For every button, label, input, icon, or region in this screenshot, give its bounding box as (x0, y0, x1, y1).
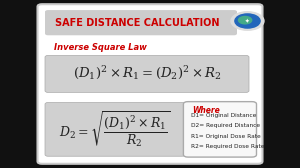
Text: $(D_1)^2 \times R_1 = (D_2)^2 \times R_2$: $(D_1)^2 \times R_1 = (D_2)^2 \times R_2… (73, 65, 221, 82)
Text: ✦: ✦ (245, 18, 250, 24)
Circle shape (238, 16, 252, 24)
FancyBboxPatch shape (38, 4, 262, 164)
Circle shape (231, 12, 264, 30)
FancyBboxPatch shape (45, 102, 185, 156)
FancyBboxPatch shape (45, 10, 237, 35)
Text: Where: Where (192, 106, 220, 115)
Text: R1= Original Dose Rate: R1= Original Dose Rate (191, 134, 261, 139)
Text: SAFE DISTANCE CALCULATION: SAFE DISTANCE CALCULATION (55, 18, 220, 28)
FancyBboxPatch shape (183, 102, 256, 157)
Text: $D_2 = \sqrt{\dfrac{(D_1)^2 \times R_1}{R_2}}$: $D_2 = \sqrt{\dfrac{(D_1)^2 \times R_1}{… (59, 110, 171, 149)
Circle shape (235, 14, 260, 28)
Text: D2= Required Distance: D2= Required Distance (191, 123, 260, 129)
Text: D1= Original Distance: D1= Original Distance (191, 113, 256, 118)
Text: Inverse Square Law: Inverse Square Law (54, 43, 147, 52)
FancyBboxPatch shape (45, 55, 249, 92)
Text: R2= Required Dose Rate: R2= Required Dose Rate (191, 144, 264, 149)
